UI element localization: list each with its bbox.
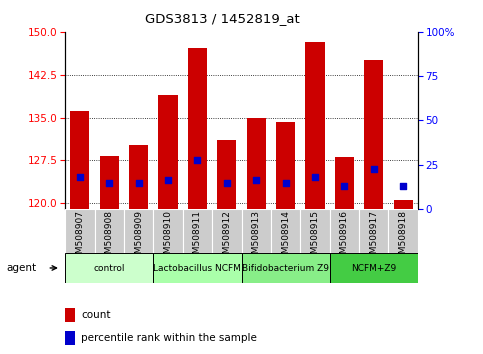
Point (105, 180, 113, 186)
Point (252, 177, 260, 183)
Text: count: count (81, 310, 111, 320)
Text: Lactobacillus NCFM: Lactobacillus NCFM (154, 264, 242, 273)
Bar (183, 209, 212, 253)
Point (399, 183, 407, 189)
Text: GSM508909: GSM508909 (134, 210, 143, 265)
Text: GSM508915: GSM508915 (311, 210, 319, 265)
Point (194, 158, 201, 163)
Point (135, 180, 142, 186)
Bar (65, 331, 75, 345)
Bar (188, 48, 207, 209)
Point (282, 180, 289, 186)
Bar (359, 209, 388, 253)
Bar (124, 209, 154, 253)
Bar (335, 158, 354, 209)
Text: GSM508913: GSM508913 (252, 210, 261, 265)
Bar (99, 156, 119, 209)
Bar (329, 253, 418, 283)
Bar (65, 209, 95, 253)
Point (223, 180, 231, 186)
Text: GSM508910: GSM508910 (164, 210, 172, 265)
Text: agent: agent (6, 263, 36, 273)
Bar (65, 253, 154, 283)
Text: GSM508912: GSM508912 (222, 210, 231, 265)
Bar (247, 118, 266, 209)
Point (311, 175, 319, 180)
Bar (329, 209, 359, 253)
Text: NCFM+Z9: NCFM+Z9 (351, 264, 397, 273)
Bar (305, 42, 325, 209)
Bar (300, 209, 329, 253)
Text: control: control (94, 264, 125, 273)
Bar (154, 253, 242, 283)
Bar (364, 61, 384, 209)
Bar (388, 209, 418, 253)
Text: percentile rank within the sample: percentile rank within the sample (81, 333, 257, 343)
Text: GSM508916: GSM508916 (340, 210, 349, 265)
Bar (71, 111, 89, 209)
Bar (276, 122, 295, 209)
Text: GSM508908: GSM508908 (105, 210, 114, 265)
Text: Bifidobacterium Z9: Bifidobacterium Z9 (242, 264, 329, 273)
Point (370, 166, 378, 172)
Point (164, 177, 172, 183)
Bar (217, 140, 236, 209)
Text: GDS3813 / 1452819_at: GDS3813 / 1452819_at (145, 12, 299, 25)
Bar (242, 253, 330, 283)
Bar (242, 209, 271, 253)
Text: GSM508917: GSM508917 (369, 210, 378, 265)
Bar (158, 95, 178, 209)
Bar (212, 209, 242, 253)
Text: GSM508907: GSM508907 (75, 210, 85, 265)
Bar (154, 209, 183, 253)
Text: GSM508918: GSM508918 (398, 210, 408, 265)
Bar (129, 145, 148, 209)
Bar (271, 209, 300, 253)
Text: GSM508911: GSM508911 (193, 210, 202, 265)
Point (76, 175, 84, 180)
Bar (95, 209, 124, 253)
Text: GSM508914: GSM508914 (281, 210, 290, 265)
Bar (65, 308, 75, 322)
Point (341, 183, 348, 189)
Bar (394, 200, 412, 209)
